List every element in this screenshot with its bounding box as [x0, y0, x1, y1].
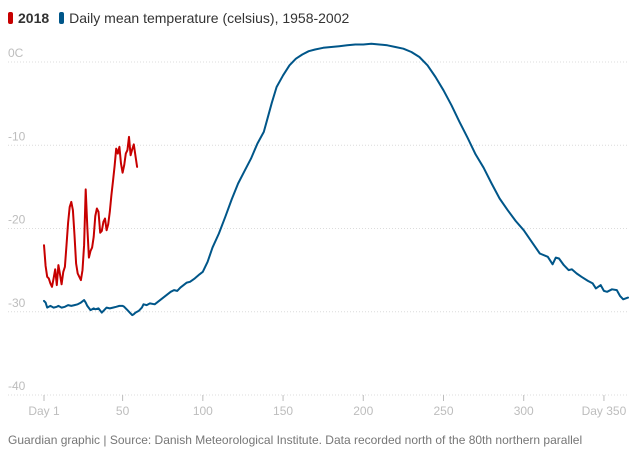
y-axis-ticks: 0C -10 -20 -30 -40 — [8, 46, 26, 393]
y-tick-label: 0C — [8, 46, 24, 60]
x-tick-label: Day 350 — [582, 404, 627, 418]
gridlines — [8, 61, 628, 396]
line-chart: 0C-10-20-30-40 Day 1 50 100 150 200 250 300 Day… — [8, 42, 629, 418]
y-tick-label: -30 — [8, 296, 26, 310]
x-tick-label: 250 — [433, 404, 453, 418]
legend-item-mean: Daily mean temperature (celsius), 1958-2… — [59, 10, 349, 26]
y-tick-label: -20 — [8, 213, 26, 227]
legend-swatch-mean — [59, 12, 65, 24]
legend-label-mean: Daily mean temperature (celsius), 1958-2… — [69, 10, 350, 26]
series-lines — [43, 42, 629, 317]
series-line-mean — [43, 42, 629, 317]
legend-item-2018: 2018 — [8, 10, 49, 26]
legend-label-2018: 2018 — [18, 10, 50, 26]
y-tick-label: -40 — [8, 379, 26, 393]
x-tick-label: 100 — [193, 404, 213, 418]
source-credit: Guardian graphic | Source: Danish Meteor… — [8, 433, 583, 447]
series-line-2018 — [43, 135, 139, 288]
x-tick-label: 200 — [353, 404, 373, 418]
x-tick-label: 50 — [116, 404, 130, 418]
chart-legend: 2018 Daily mean temperature (celsius), 1… — [8, 8, 359, 28]
y-tick-label: -10 — [8, 129, 26, 143]
legend-swatch-2018 — [8, 12, 13, 24]
x-tick-label: 300 — [514, 404, 534, 418]
x-axis-ticks: Day 1 50 100 150 200 250 300 Day 350 — [28, 395, 627, 418]
x-tick-label: Day 1 — [28, 404, 60, 418]
x-tick-label: 150 — [273, 404, 293, 418]
